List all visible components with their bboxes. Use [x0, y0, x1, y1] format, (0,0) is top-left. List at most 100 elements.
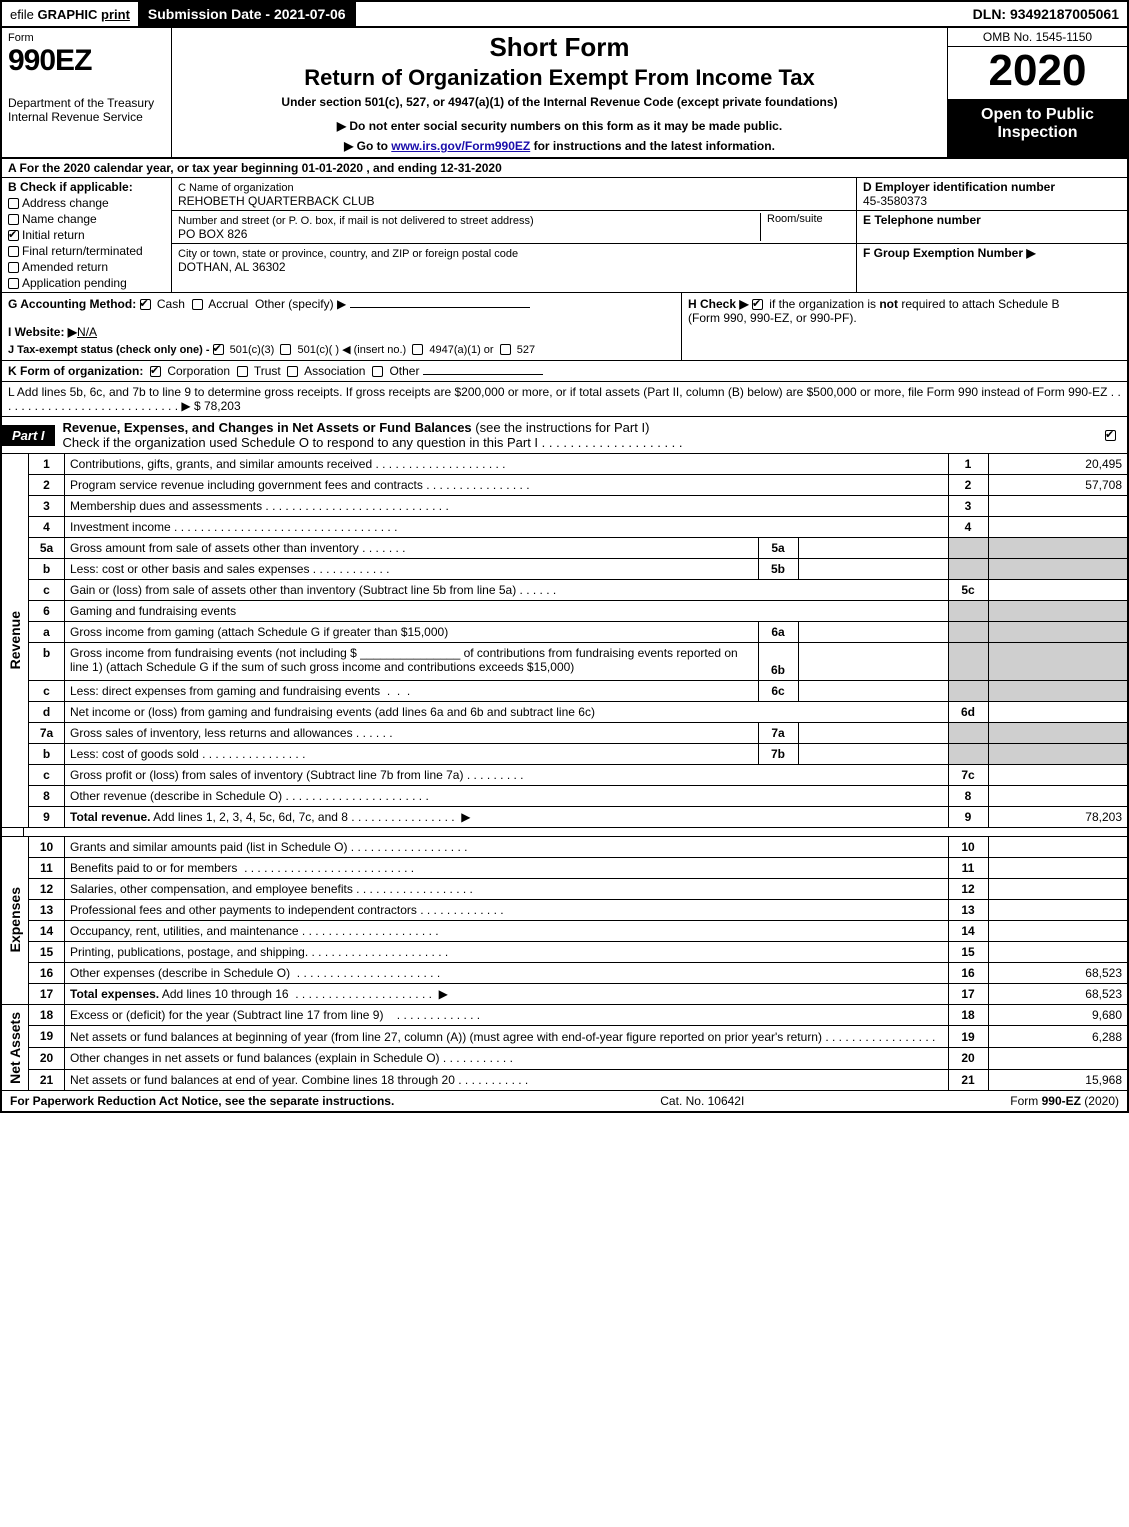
block3-left: G Accounting Method: Cash Accrual Other …	[2, 293, 682, 360]
opt-address-change[interactable]: Address change	[8, 196, 165, 210]
k-trust-check[interactable]	[237, 366, 248, 377]
h-text3: (Form 990, 990-EZ, or 990-PF).	[688, 311, 857, 325]
line-rnum-shade	[948, 643, 988, 681]
form-number: 990EZ	[8, 44, 165, 78]
open-to-public: Open to Public Inspection	[948, 100, 1127, 157]
line-val-shade	[988, 723, 1128, 744]
mini-val	[798, 559, 948, 580]
line-desc: Gross profit or (loss) from sales of inv…	[65, 765, 949, 786]
opt-application-pending[interactable]: Application pending	[8, 276, 165, 290]
table-row: a Gross income from gaming (attach Sched…	[1, 622, 1128, 643]
h-check[interactable]	[752, 299, 763, 310]
line-desc: Occupancy, rent, utilities, and maintena…	[65, 920, 949, 941]
mini-num: 5a	[758, 538, 798, 559]
goto-link[interactable]: www.irs.gov/Form990EZ	[391, 139, 530, 153]
table-row: b Gross income from fundraising events (…	[1, 643, 1128, 681]
table-row: 3 Membership dues and assessments . . . …	[1, 496, 1128, 517]
line-rnum: 19	[948, 1026, 988, 1048]
mini-val	[798, 643, 948, 681]
line-num: b	[29, 744, 65, 765]
part1-schedule-o-check[interactable]	[1105, 428, 1127, 442]
line-rnum: 3	[948, 496, 988, 517]
line-val	[988, 899, 1128, 920]
j-527-label: 527	[517, 344, 535, 356]
box-f: F Group Exemption Number ▶	[857, 244, 1127, 292]
opt-initial-return-label: Initial return	[22, 228, 85, 242]
g-cash-check[interactable]	[140, 299, 151, 310]
line-val	[988, 580, 1128, 601]
line-num: b	[29, 643, 65, 681]
opt-amended-return[interactable]: Amended return	[8, 260, 165, 274]
j-4947-check[interactable]	[412, 344, 423, 355]
k-association-check[interactable]	[287, 366, 298, 377]
line-val-shade	[988, 601, 1128, 622]
part1-subdots: . . . . . . . . . . . . . . . . . . . .	[538, 435, 682, 450]
k-other-input[interactable]	[423, 374, 543, 375]
line-val-shade	[988, 643, 1128, 681]
table-row: d Net income or (loss) from gaming and f…	[1, 702, 1128, 723]
line-rnum: 11	[948, 857, 988, 878]
j-501c3-check[interactable]	[213, 344, 224, 355]
efile-label: efile GRAPHIC print	[2, 4, 138, 25]
h-label: H Check ▶	[688, 297, 749, 311]
mini-num: 6a	[758, 622, 798, 643]
under-section: Under section 501(c), 527, or 4947(a)(1)…	[180, 95, 939, 109]
ein-label: D Employer identification number	[863, 180, 1055, 194]
line-val	[988, 496, 1128, 517]
tax-year: 2020	[948, 47, 1127, 100]
mini-val	[798, 622, 948, 643]
mini-num: 7a	[758, 723, 798, 744]
line-rnum: 17	[948, 983, 988, 1004]
table-row: 15 Printing, publications, postage, and …	[1, 941, 1128, 962]
box-c: C Name of organization REHOBETH QUARTERB…	[172, 178, 857, 292]
table-row: 4 Investment income . . . . . . . . . . …	[1, 517, 1128, 538]
line-rnum: 2	[948, 475, 988, 496]
opt-name-change[interactable]: Name change	[8, 212, 165, 226]
line-h: H Check ▶ if the organization is not req…	[682, 293, 1127, 360]
line-num: 20	[29, 1047, 65, 1069]
k-corporation-label: Corporation	[167, 364, 230, 378]
opt-final-return-label: Final return/terminated	[22, 244, 143, 258]
line-rnum: 12	[948, 878, 988, 899]
g-other-input[interactable]	[350, 307, 530, 308]
street: PO BOX 826	[178, 227, 247, 241]
tel-label: E Telephone number	[863, 213, 981, 227]
j-501c-check[interactable]	[280, 344, 291, 355]
line-val	[988, 857, 1128, 878]
line-desc: Less: direct expenses from gaming and fu…	[65, 681, 759, 702]
goto-line: ▶ Go to www.irs.gov/Form990EZ for instru…	[180, 139, 939, 153]
table-row: c Gain or (loss) from sale of assets oth…	[1, 580, 1128, 601]
j-527-check[interactable]	[500, 344, 511, 355]
table-row: 17 Total expenses. Add lines 10 through …	[1, 983, 1128, 1004]
line-rnum: 14	[948, 920, 988, 941]
l-text: L Add lines 5b, 6c, and 7b to line 9 to …	[8, 385, 1107, 399]
g-accrual-label: Accrual	[208, 297, 248, 311]
line-num: a	[29, 622, 65, 643]
k-other-label: Other	[389, 364, 419, 378]
k-other-check[interactable]	[372, 366, 383, 377]
k-corporation-check[interactable]	[150, 366, 161, 377]
dept-treasury: Department of the Treasury	[8, 96, 165, 110]
box-b-label: B Check if applicable:	[8, 180, 165, 194]
opt-initial-return[interactable]: Initial return	[8, 228, 165, 242]
line-num: 8	[29, 786, 65, 807]
line-val	[988, 941, 1128, 962]
table-row: 16 Other expenses (describe in Schedule …	[1, 962, 1128, 983]
line-a: A For the 2020 calendar year, or tax yea…	[0, 159, 1129, 178]
box-d: D Employer identification number 45-3580…	[857, 178, 1127, 211]
table-row: 6 Gaming and fundraising events	[1, 601, 1128, 622]
opt-final-return[interactable]: Final return/terminated	[8, 244, 165, 258]
table-row: 2 Program service revenue including gove…	[1, 475, 1128, 496]
line-val: 20,495	[988, 454, 1128, 475]
part1-subline: Check if the organization used Schedule …	[63, 435, 539, 450]
line-i: I Website: ▶N/A	[8, 325, 675, 339]
mini-val	[798, 681, 948, 702]
header-mid: Short Form Return of Organization Exempt…	[172, 28, 947, 157]
mini-val	[798, 723, 948, 744]
g-accrual-check[interactable]	[192, 299, 203, 310]
efile-print-link[interactable]: print	[101, 7, 130, 22]
line-desc: Gross amount from sale of assets other t…	[65, 538, 759, 559]
line-desc: Gross income from fundraising events (no…	[65, 643, 759, 681]
line-desc: Net assets or fund balances at beginning…	[65, 1026, 949, 1048]
form-header: Form 990EZ Department of the Treasury In…	[0, 28, 1129, 159]
